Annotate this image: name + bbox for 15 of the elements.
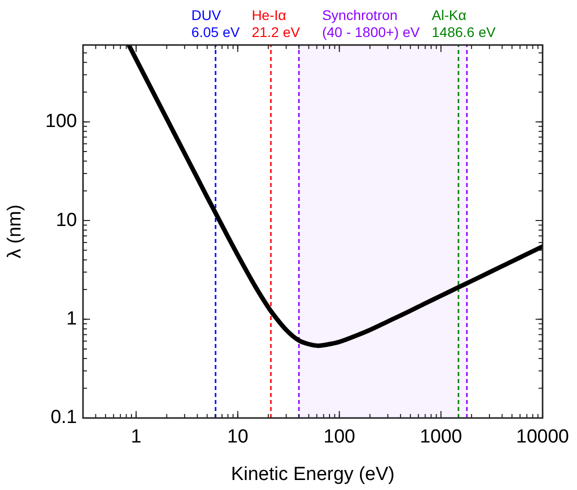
ref-line-label: Al-Kα 1486.6 eV — [432, 7, 496, 40]
x-tick-label: 10 — [227, 426, 248, 448]
y-axis-title: λ (nm) — [4, 204, 26, 258]
x-tick-label: 1 — [130, 426, 142, 448]
x-axis-title: Kinetic Energy (eV) — [230, 464, 395, 485]
x-tick-label: 10000 — [516, 426, 570, 448]
ref-line-label: He-Iα 21.2 eV — [252, 7, 301, 40]
x-tick-label: 1000 — [420, 426, 462, 448]
y-tick-label: 10 — [56, 210, 77, 231]
y-tick-label: 100 — [45, 111, 77, 132]
x-tick-label: 100 — [324, 426, 356, 448]
y-tick-label: 1 — [66, 308, 77, 330]
y-tick-label: 0.1 — [50, 407, 77, 428]
band-label: Synchrotron (40 - 1800+) eV — [322, 7, 420, 40]
ref-line-label: DUV 6.05 eV — [191, 7, 240, 40]
